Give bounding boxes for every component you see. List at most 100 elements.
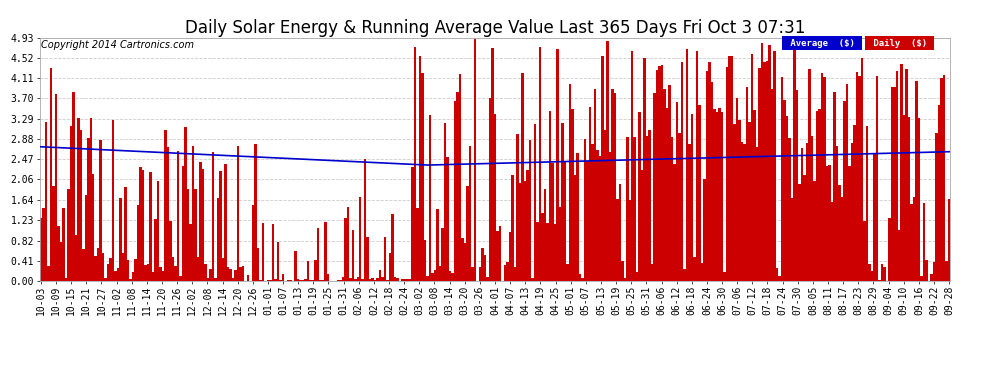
Bar	[594, 89, 596, 281]
Bar	[499, 226, 501, 281]
Bar	[127, 260, 130, 281]
Bar	[945, 261, 947, 281]
Bar	[261, 224, 264, 281]
Bar	[921, 276, 923, 281]
Bar	[753, 110, 755, 281]
Bar	[763, 62, 765, 281]
Bar	[681, 62, 683, 281]
Bar	[758, 68, 760, 281]
Bar	[721, 112, 724, 281]
Bar	[755, 147, 758, 281]
Bar	[811, 136, 813, 281]
Bar	[369, 279, 371, 281]
Bar	[942, 75, 945, 281]
Bar	[254, 144, 256, 281]
Bar	[644, 58, 645, 281]
Bar	[339, 280, 342, 281]
Bar	[419, 56, 422, 281]
Bar	[813, 182, 816, 281]
Bar	[880, 264, 883, 281]
Bar	[172, 258, 174, 281]
Bar	[696, 51, 698, 281]
Bar	[235, 270, 237, 281]
Bar	[724, 272, 726, 281]
Bar	[471, 267, 474, 281]
Bar	[940, 78, 942, 281]
Bar	[916, 81, 918, 281]
Bar	[274, 279, 276, 281]
Bar	[287, 280, 289, 281]
Bar	[219, 171, 222, 281]
Bar	[776, 267, 778, 281]
Bar	[936, 133, 938, 281]
Bar	[59, 242, 62, 281]
Bar	[189, 224, 192, 281]
Bar	[539, 46, 542, 281]
Bar	[145, 265, 147, 281]
Bar	[931, 274, 933, 281]
Bar	[558, 207, 561, 281]
Bar	[726, 67, 729, 281]
Bar	[217, 198, 219, 281]
Bar	[524, 182, 527, 281]
Bar	[573, 175, 576, 281]
Bar	[214, 278, 217, 281]
Bar	[736, 98, 739, 281]
Bar	[486, 277, 489, 281]
Bar	[818, 109, 821, 281]
Bar	[826, 166, 828, 281]
Bar	[808, 69, 811, 281]
Bar	[199, 162, 202, 281]
Bar	[806, 143, 808, 281]
Bar	[604, 130, 606, 281]
Bar	[135, 259, 137, 281]
Bar	[89, 118, 92, 281]
Bar	[729, 56, 731, 281]
Bar	[142, 170, 145, 281]
Bar	[474, 39, 476, 281]
Bar	[947, 199, 950, 281]
Bar	[92, 174, 94, 281]
Bar	[125, 188, 127, 281]
Bar	[122, 253, 125, 281]
Bar	[304, 279, 307, 281]
Bar	[140, 167, 142, 281]
Bar	[407, 279, 409, 281]
Bar	[845, 84, 848, 281]
Bar	[783, 100, 786, 281]
Bar	[115, 271, 117, 281]
Bar	[568, 84, 571, 281]
Bar	[240, 267, 242, 281]
Bar	[74, 234, 77, 281]
Bar	[456, 92, 458, 281]
Bar	[509, 232, 511, 281]
Bar	[748, 122, 750, 281]
Bar	[94, 255, 97, 281]
Bar	[349, 278, 351, 281]
Bar	[823, 76, 826, 281]
Text: Average  ($): Average ($)	[785, 39, 860, 48]
Bar	[933, 262, 936, 281]
Bar	[322, 279, 324, 281]
Bar	[551, 162, 553, 281]
Bar	[354, 279, 356, 281]
Bar	[860, 58, 863, 281]
Bar	[481, 248, 484, 281]
Bar	[668, 84, 671, 281]
Bar	[619, 184, 621, 281]
Bar	[247, 274, 249, 281]
Bar	[828, 165, 831, 281]
Bar	[786, 116, 788, 281]
Bar	[711, 81, 714, 281]
Bar	[266, 280, 269, 281]
Bar	[611, 89, 614, 281]
Bar	[706, 71, 709, 281]
Bar	[542, 213, 544, 281]
Bar	[885, 280, 888, 281]
Bar	[563, 162, 566, 281]
Bar	[781, 77, 783, 281]
Bar	[227, 267, 230, 281]
Bar	[656, 70, 658, 281]
Bar	[661, 64, 663, 281]
Bar	[596, 150, 599, 281]
